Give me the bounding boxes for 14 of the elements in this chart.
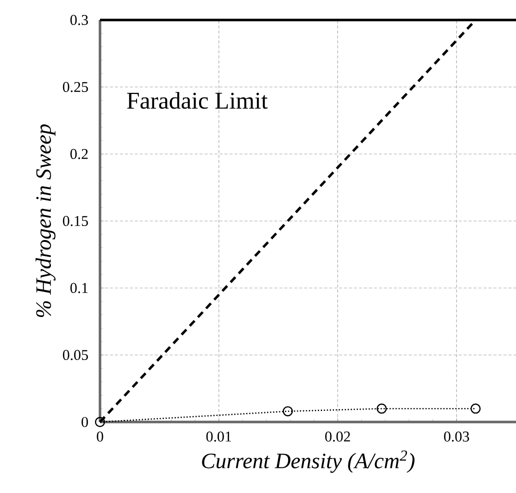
x-tick-label: 0.03 [444,431,470,442]
y-tick-label: 0 [82,416,88,428]
y-axis-title: % Hydrogen in Sweep [36,124,56,318]
y-tick-label: 0.1 [70,282,88,294]
y-tick-label: 0.3 [70,14,88,26]
x-tick-label: 0.02 [325,431,350,442]
x-tick-label: 0.01 [206,431,232,442]
y-tick-label: 0.05 [62,350,88,360]
x-axis-title: Current Density (A/cm$^{2}$) [202,450,414,473]
x-tick-label: 0 [96,431,104,442]
annotation: Faradaic Limit [127,92,268,109]
y-tick-label: 0.2 [70,148,88,160]
y-tick-label: 0.25 [62,82,88,92]
y-tick-label: 0.15 [62,216,88,226]
